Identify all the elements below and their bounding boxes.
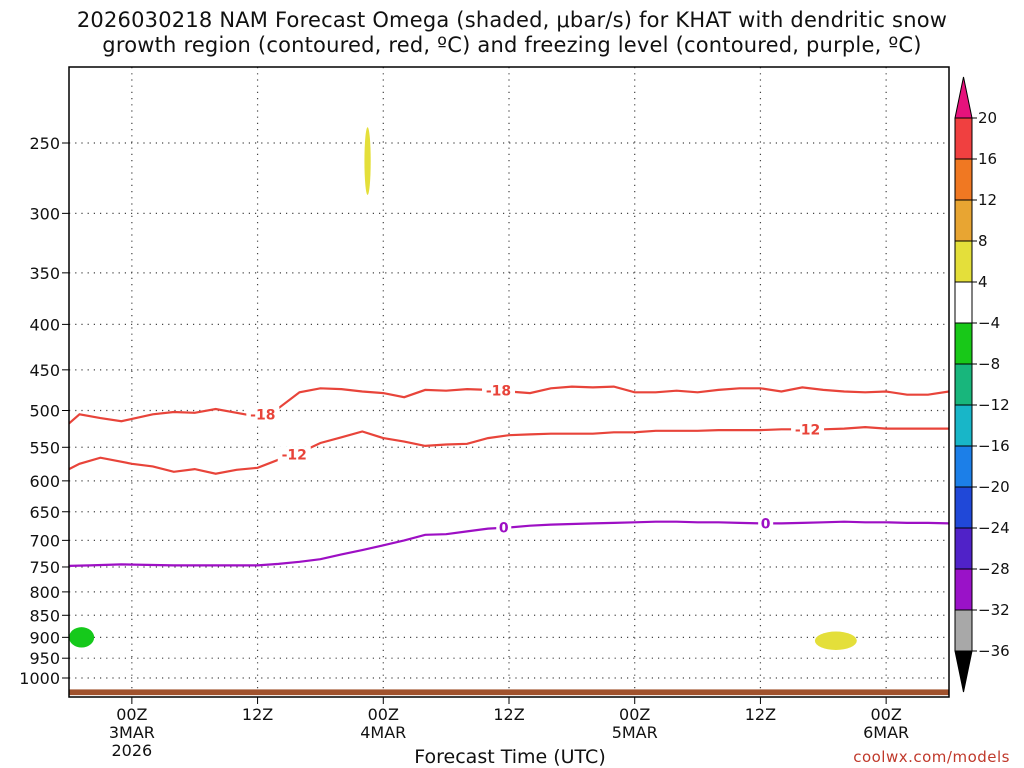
y-tick-label: 850 xyxy=(29,606,60,625)
x-tick-sub1: 4MAR xyxy=(360,723,406,742)
y-tick-label: 700 xyxy=(29,531,60,550)
y-tick-label: 1000 xyxy=(19,669,60,688)
x-axis-title: Forecast Time (UTC) xyxy=(414,746,606,768)
colorbar-label: −16 xyxy=(978,437,1010,455)
colorbar-label: −28 xyxy=(978,560,1010,578)
x-tick-label: 00Z xyxy=(116,705,147,724)
colorbar-label: 16 xyxy=(978,150,997,168)
colorbar-label: −20 xyxy=(978,478,1010,496)
y-tick-label: 300 xyxy=(29,204,60,223)
contour-line xyxy=(69,520,949,567)
colorbar-label: −32 xyxy=(978,601,1010,619)
surface-band xyxy=(69,689,949,696)
chart-title: 2026030218 NAM Forecast Omega (shaded, μ… xyxy=(0,8,1024,58)
colorbar-top-arrow xyxy=(954,76,973,119)
colorbar-label: −36 xyxy=(978,642,1010,660)
contour-label: 0 xyxy=(761,516,771,532)
contour-label: -18 xyxy=(486,384,511,400)
y-tick-label: 650 xyxy=(29,503,60,522)
plot-frame xyxy=(68,66,950,698)
contour-label-bg xyxy=(758,515,774,532)
x-tick-label: 00Z xyxy=(368,705,399,724)
contour-lines: -18 -18 -12 -12 0 0 xyxy=(69,382,949,567)
x-tick-label: 00Z xyxy=(870,705,901,724)
colorbar-swatch xyxy=(954,486,973,529)
colorbar-label: 20 xyxy=(978,109,997,127)
y-tick-label: 350 xyxy=(29,264,60,283)
colorbar-label: −8 xyxy=(978,355,1000,373)
omega-shade xyxy=(814,631,857,650)
y-tick-label: 600 xyxy=(29,472,60,491)
colorbar-label: 4 xyxy=(978,273,988,291)
y-tick-label: 500 xyxy=(29,402,60,421)
colorbar-label: −24 xyxy=(978,519,1010,537)
y-tick-label: 800 xyxy=(29,583,60,602)
colorbar: 20 16 12 8 4 −4 −8 −12 −16 −20 −24 −28 −32 −36 xyxy=(954,76,1010,693)
chart-title-line1: 2026030218 NAM Forecast Omega (shaded, μ… xyxy=(76,8,948,32)
x-tick-sub1: 6MAR xyxy=(863,723,909,742)
credit-text: coolwx.com/models xyxy=(853,748,1010,766)
colorbar-swatch xyxy=(954,117,973,160)
x-tick-label: 12Z xyxy=(493,705,524,724)
y-tick-label: 450 xyxy=(29,361,60,380)
colorbar-label: 8 xyxy=(978,232,988,250)
colorbar-bottom-arrow xyxy=(954,650,973,693)
x-tick-sub2: 2026 xyxy=(111,741,152,760)
colorbar-swatch xyxy=(954,527,973,570)
colorbar-swatch xyxy=(954,404,973,447)
colorbar-swatch xyxy=(954,281,973,324)
colorbar-swatch xyxy=(954,609,973,652)
colorbar-label: 12 xyxy=(978,191,997,209)
colorbar-label: −12 xyxy=(978,396,1010,414)
contour-label-bg xyxy=(482,382,516,399)
contour-label: -12 xyxy=(795,422,820,438)
y-tick-label: 250 xyxy=(29,134,60,153)
contour-label: 0 xyxy=(499,521,509,537)
x-tick-sub1: 5MAR xyxy=(612,723,658,742)
colorbar-swatch xyxy=(954,199,973,242)
colorbar-swatch xyxy=(954,240,973,283)
contour-label: -18 xyxy=(250,408,275,424)
colorbar-swatch xyxy=(954,445,973,488)
y-tick-label: 400 xyxy=(29,315,60,334)
x-tick-sub1: 3MAR xyxy=(109,723,155,742)
omega-shade xyxy=(364,127,371,195)
colorbar-label: −4 xyxy=(978,314,1000,332)
x-tick-label: 00Z xyxy=(619,705,650,724)
y-tick-label: 550 xyxy=(29,438,60,457)
colorbar-swatch xyxy=(954,363,973,406)
y-tick-label: 950 xyxy=(29,649,60,668)
contour-label-bg xyxy=(246,406,280,423)
contour-label-bg xyxy=(791,421,825,438)
x-tick-label: 12Z xyxy=(242,705,273,724)
colorbar-swatch xyxy=(954,322,973,365)
gridlines xyxy=(69,67,949,697)
y-axis: 250 300 350 400 450 500 550 600 650 700 750 800 850 9… xyxy=(19,134,69,688)
x-tick-label: 12Z xyxy=(745,705,776,724)
contour-label-bg xyxy=(277,446,311,463)
contour-label: -12 xyxy=(282,448,307,464)
contour-label-bg xyxy=(496,519,512,536)
y-tick-label: 900 xyxy=(29,628,60,647)
colorbar-swatch xyxy=(954,568,973,611)
omega-shade xyxy=(69,627,95,648)
y-tick-label: 750 xyxy=(29,558,60,577)
colorbar-swatch xyxy=(954,158,973,201)
chart-title-line2: growth region (contoured, red, ºC) and f… xyxy=(102,33,922,57)
shaded-regions xyxy=(69,127,949,696)
